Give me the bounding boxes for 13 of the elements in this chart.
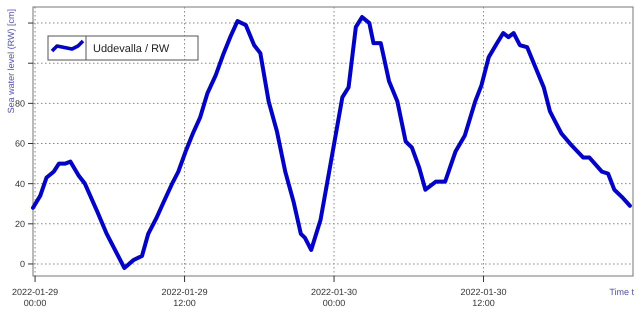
x-axis-title: Time t [609,287,634,297]
y-tick-label: 20 [14,218,25,229]
line-series [31,15,632,270]
x-tick-label: 2022-01-29 00:00 [12,287,58,308]
y-tick-label: 40 [14,178,25,189]
y-tick-label: 80 [14,98,25,109]
x-tick-label: 2022-01-30 00:00 [311,287,358,308]
x-tick-label: 2022-01-30 12:00 [460,287,507,308]
y-tick-label: 0 [20,259,25,270]
y-axis-title: Sea water level (RW) [cm] [6,9,16,114]
x-tick-label: 2022-01-29 12:00 [162,287,208,308]
y-tick-label: 60 [14,138,25,149]
text: Uddevalla / RW [93,42,170,55]
